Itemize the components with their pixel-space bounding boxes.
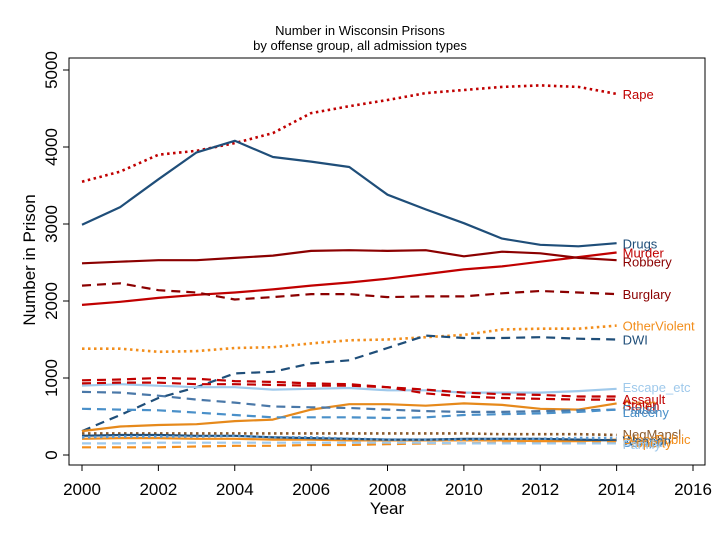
series-line-otherpublic xyxy=(81,437,617,443)
series-label-burglary: Burglary xyxy=(623,287,672,302)
x-axis-title: Year xyxy=(370,499,405,518)
series-label-family: Family xyxy=(623,437,662,452)
series-label-escape-etc: Escape_etc xyxy=(623,380,691,395)
x-tick-label: 2000 xyxy=(63,480,101,499)
x-tick-label: 2004 xyxy=(216,480,254,499)
y-tick-label: 0 xyxy=(42,450,61,459)
series-label-otherviolent: OtherViolent xyxy=(623,319,695,334)
y-axis-title: Number in Prison xyxy=(20,194,39,325)
series-layer xyxy=(81,84,617,449)
axes: 2000 2002 2004 2006 2008 2010 2012 2014 2016 0 100… xyxy=(42,51,712,499)
y-tick-label: 1000 xyxy=(42,359,61,397)
series-label-sexual: Sexual xyxy=(623,435,663,450)
y-tick-label: 4000 xyxy=(42,128,61,166)
series-line-murder xyxy=(81,251,617,306)
x-tick-label: 2014 xyxy=(598,480,636,499)
series-label-rape: Rape xyxy=(623,87,654,102)
series-label-fraud: Fraud xyxy=(623,402,657,417)
series-label-dwi: DWI xyxy=(623,333,648,348)
x-tick-label: 2016 xyxy=(674,480,712,499)
series-label-otherpublic: OtherPublic xyxy=(623,432,691,447)
y-tick-label: 3000 xyxy=(42,205,61,243)
series-label-property: Property xyxy=(623,436,673,451)
series-label-robbery: Robbery xyxy=(623,255,673,270)
series-label-drugs: Drugs xyxy=(623,236,658,251)
x-tick-label: 2002 xyxy=(139,480,177,499)
series-label-weapon: Weapon xyxy=(623,433,671,448)
series-label-negmansl: NegMansl xyxy=(623,427,682,442)
x-tick-label: 2012 xyxy=(521,480,559,499)
series-label-stolen: Stolen xyxy=(623,399,660,414)
series-label-assault: Assault xyxy=(623,392,666,407)
x-tick-label: 2010 xyxy=(445,480,483,499)
x-tick-label: 2008 xyxy=(369,480,407,499)
chart-subtitle: by offense group, all admission types xyxy=(253,38,467,53)
series-line-escape-etc xyxy=(81,383,617,394)
y-tick-label: 5000 xyxy=(42,51,61,89)
y-tick-label: 2000 xyxy=(42,282,61,320)
x-tick-label: 2006 xyxy=(292,480,330,499)
series-label-larceny: Larceny xyxy=(623,405,670,420)
series-line-negmansl xyxy=(82,432,617,437)
series-line-drugs xyxy=(81,139,617,248)
chart-title: Number in Wisconsin Prisons xyxy=(275,23,445,38)
series-line-sexual xyxy=(81,434,617,441)
series-line-dwi xyxy=(81,334,617,433)
series-line-robbery xyxy=(81,249,617,265)
series-label-murder: Murder xyxy=(623,245,665,260)
series-label-arson: Arson xyxy=(623,396,657,411)
series-line-stolen xyxy=(81,402,617,433)
